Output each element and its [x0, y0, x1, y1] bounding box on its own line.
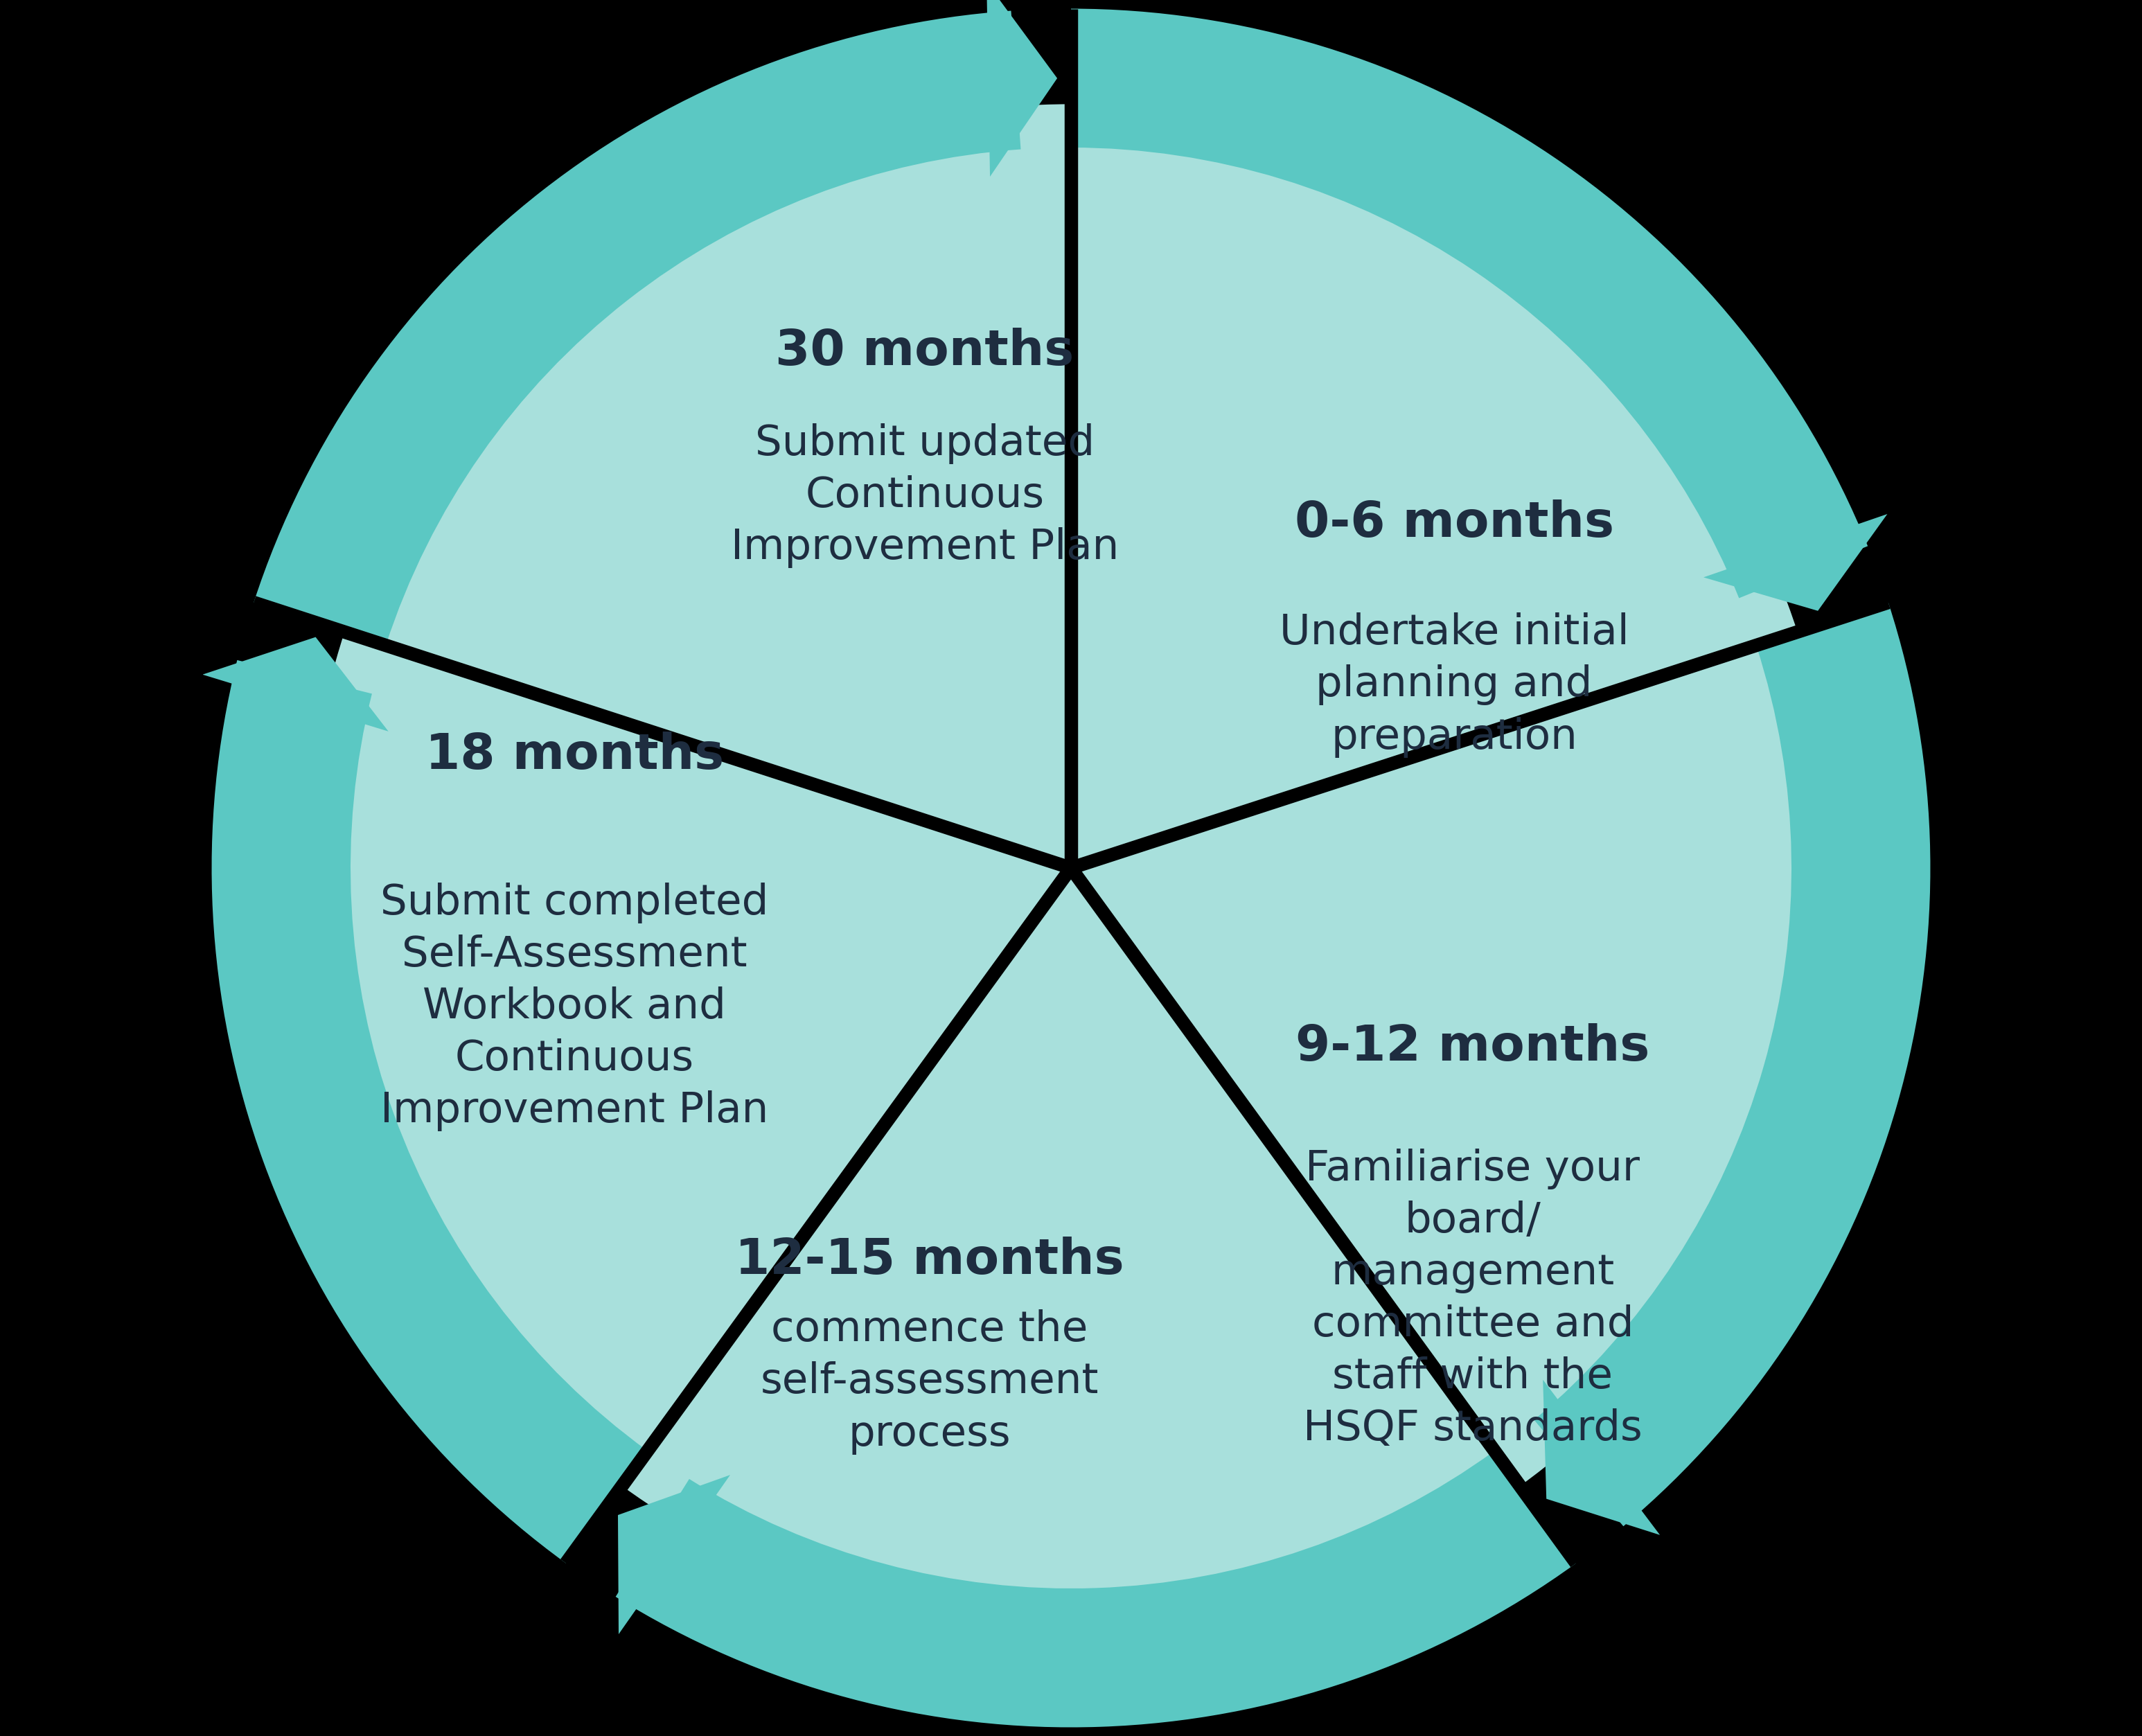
Wedge shape — [621, 868, 1521, 1632]
Polygon shape — [617, 1476, 730, 1634]
Text: 18 months: 18 months — [424, 731, 724, 779]
Polygon shape — [203, 637, 388, 731]
Wedge shape — [1534, 602, 1930, 1526]
Text: 12-15 months: 12-15 months — [735, 1236, 1125, 1285]
Wedge shape — [306, 632, 1071, 1486]
Wedge shape — [1071, 9, 1868, 599]
Text: Familiarise your
board/
management
committee and
staff with the
HSQF standards: Familiarise your board/ management commi… — [1302, 1147, 1643, 1450]
Wedge shape — [1071, 104, 1797, 868]
Polygon shape — [1542, 1380, 1660, 1535]
Text: commence the
self-assessment
process: commence the self-assessment process — [760, 1309, 1099, 1455]
Wedge shape — [1071, 632, 1836, 1486]
Wedge shape — [253, 10, 1022, 646]
Text: Undertake initial
planning and
preparation: Undertake initial planning and preparati… — [1279, 613, 1628, 757]
Wedge shape — [345, 104, 1071, 868]
Text: Submit completed
Self-Assessment
Workbook and
Continuous
Improvement Plan: Submit completed Self-Assessment Workboo… — [381, 882, 769, 1132]
Wedge shape — [615, 1451, 1577, 1727]
Text: 0-6 months: 0-6 months — [1294, 500, 1613, 547]
Text: 9-12 months: 9-12 months — [1296, 1023, 1649, 1071]
Wedge shape — [212, 660, 647, 1562]
Text: 30 months: 30 months — [775, 328, 1073, 375]
Polygon shape — [987, 0, 1058, 177]
Text: Submit updated
Continuous
Improvement Plan: Submit updated Continuous Improvement Pl… — [730, 424, 1118, 568]
Polygon shape — [1703, 514, 1887, 611]
